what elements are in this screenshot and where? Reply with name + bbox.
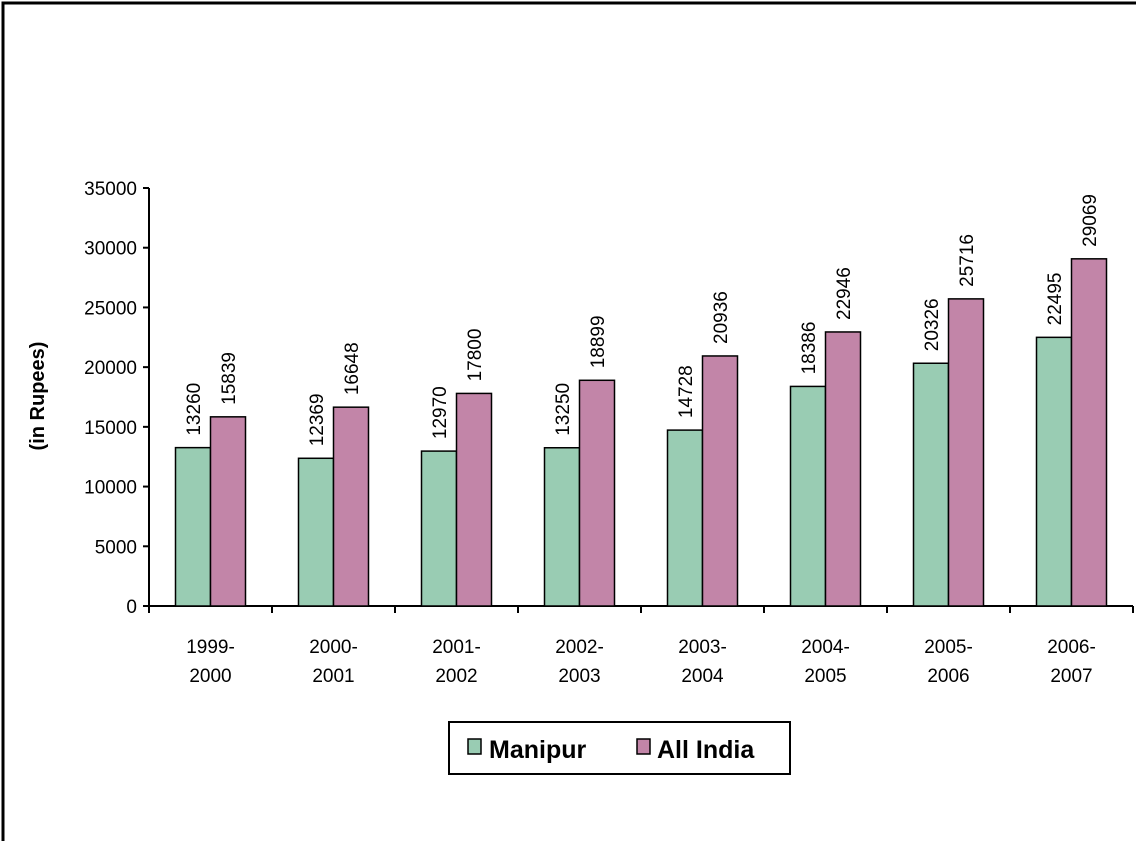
y-tick-label: 5000 xyxy=(95,537,137,558)
data-label: 12369 xyxy=(307,393,328,446)
legend-label-manipur: Manipur xyxy=(489,736,586,764)
legend-swatch-all-india xyxy=(636,738,651,755)
data-label: 20326 xyxy=(922,298,943,351)
x-tick-label: 2004-2005 xyxy=(801,637,850,687)
bar-manipur xyxy=(1035,336,1073,607)
x-tick-label: 2005-2006 xyxy=(924,637,973,687)
data-label: 20936 xyxy=(711,291,732,344)
bar-manipur xyxy=(174,446,212,607)
data-label: 18899 xyxy=(588,315,609,368)
bar-all-india xyxy=(578,379,616,607)
bar-all-india xyxy=(824,331,862,607)
bar-manipur xyxy=(912,362,950,607)
bar-all-india xyxy=(1070,258,1108,607)
bar-manipur xyxy=(666,429,704,607)
x-tick-label: 2006-2007 xyxy=(1047,637,1096,687)
bar-manipur xyxy=(789,385,827,607)
data-label: 29069 xyxy=(1080,194,1101,247)
data-label: 13250 xyxy=(553,383,574,436)
x-tick-label: 2003-2004 xyxy=(678,637,727,687)
bar-manipur xyxy=(297,457,335,607)
y-tick-label: 15000 xyxy=(84,418,137,439)
data-label: 14728 xyxy=(676,365,697,418)
y-tick-label: 30000 xyxy=(84,239,137,260)
data-label: 12970 xyxy=(430,386,451,439)
data-label: 16648 xyxy=(342,342,363,395)
data-label: 22946 xyxy=(834,267,855,320)
y-axis-title: (in Rupees) xyxy=(27,342,49,451)
y-tick-label: 10000 xyxy=(84,478,137,499)
bar-all-india xyxy=(209,416,247,607)
data-label: 25716 xyxy=(957,234,978,287)
data-label: 17800 xyxy=(465,329,486,382)
bar-all-india xyxy=(332,406,370,607)
data-label: 15839 xyxy=(219,352,240,405)
bar-all-india xyxy=(701,355,739,607)
legend-label-all-india: All India xyxy=(657,736,755,764)
bar-all-india xyxy=(947,298,985,607)
bar-manipur xyxy=(420,450,458,607)
data-label: 13260 xyxy=(184,383,205,436)
bar-all-india xyxy=(455,392,493,607)
legend-box xyxy=(448,721,791,775)
data-label: 18386 xyxy=(799,322,820,375)
x-tick-label: 2000-2001 xyxy=(309,637,358,687)
x-tick-label: 2002-2003 xyxy=(555,637,604,687)
data-label: 22495 xyxy=(1045,273,1066,326)
y-tick-label: 0 xyxy=(126,597,137,618)
y-tick-label: 20000 xyxy=(84,358,137,379)
x-tick-label: 2001-2002 xyxy=(432,637,481,687)
legend-swatch-manipur xyxy=(467,738,482,755)
bar-manipur xyxy=(543,447,581,607)
y-tick-label: 35000 xyxy=(84,179,137,200)
y-tick-label: 25000 xyxy=(84,298,137,319)
x-tick-label: 1999-2000 xyxy=(186,637,235,687)
